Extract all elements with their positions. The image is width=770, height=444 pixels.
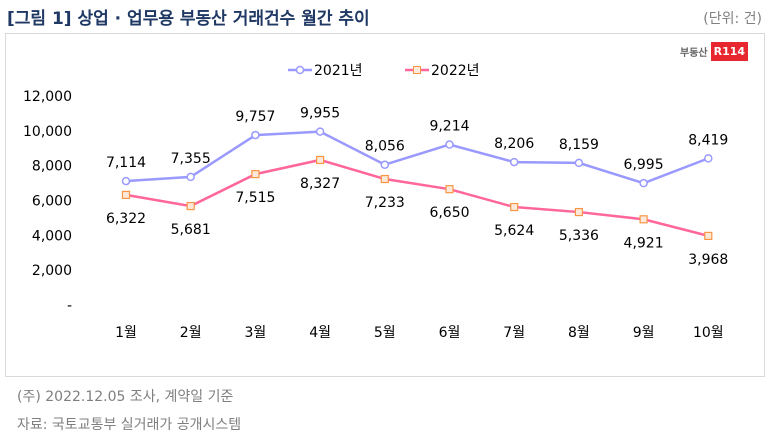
unit-label: (단위: 건) — [703, 11, 762, 27]
data-label: 8,419 — [688, 132, 728, 148]
data-point — [574, 207, 584, 217]
data-label: 8,327 — [300, 176, 340, 192]
x-tick-label: 6월 — [439, 325, 461, 341]
data-label: 9,955 — [300, 106, 340, 122]
data-point — [121, 176, 131, 186]
data-point — [574, 158, 584, 168]
y-tick-label: 8,000 — [32, 159, 72, 175]
data-label: 5,624 — [494, 223, 534, 239]
legend-marker — [295, 65, 305, 75]
data-point — [639, 215, 648, 224]
data-point — [445, 185, 454, 194]
data-point — [380, 174, 389, 184]
x-tick-label: 3월 — [245, 325, 267, 341]
data-label: 5,681 — [171, 222, 211, 238]
data-label: 6,650 — [429, 205, 469, 221]
y-tick-label: 2,000 — [32, 263, 72, 279]
brand-text: 부동산 — [680, 48, 708, 59]
data-label: 9,214 — [429, 119, 469, 135]
x-tick-label: 1월 — [115, 325, 137, 341]
data-point — [251, 130, 260, 140]
x-tick-label: 8월 — [568, 325, 590, 341]
data-point — [704, 154, 713, 163]
data-point — [509, 157, 519, 167]
x-tick-label: 5월 — [374, 325, 396, 341]
y-tick-label: 12,000 — [23, 89, 72, 105]
y-tick-label: - — [67, 298, 72, 314]
data-label: 8,159 — [559, 137, 599, 153]
data-label: 3,968 — [688, 252, 728, 268]
x-tick-label: 4월 — [309, 325, 331, 341]
data-label: 6,322 — [106, 211, 146, 227]
data-label: 7,355 — [171, 151, 211, 167]
chart-frame — [5, 33, 765, 377]
data-label: 7,233 — [365, 195, 405, 211]
data-point — [704, 231, 713, 240]
series-line-2022년 — [125, 158, 709, 238]
data-point — [510, 202, 519, 212]
legend-label: 2021년 — [314, 63, 363, 79]
data-point — [251, 170, 260, 179]
data-label: 6,995 — [624, 157, 664, 173]
data-label: 8,206 — [494, 136, 534, 152]
x-tick-label: 10월 — [693, 325, 724, 341]
x-tick-label: 2월 — [180, 325, 202, 341]
data-label: 8,056 — [365, 139, 405, 155]
data-point — [380, 160, 390, 169]
data-point — [315, 127, 325, 136]
data-point — [121, 190, 131, 199]
y-tick-label: 6,000 — [32, 194, 72, 210]
data-point — [316, 155, 325, 165]
data-label: 7,515 — [235, 190, 275, 206]
brand-badge: R114 — [710, 42, 749, 61]
data-label: 7,114 — [106, 155, 146, 171]
data-point — [186, 201, 195, 211]
x-tick-label: 7월 — [503, 325, 525, 341]
data-point — [186, 172, 195, 182]
y-tick-label: 10,000 — [23, 124, 72, 140]
page-title: [그림 1] 상업 · 업무용 부동산 거래건수 월간 추이 — [7, 9, 370, 29]
legend-label: 2022년 — [431, 63, 480, 79]
footnote: (주) 2022.12.05 조사, 계약일 기준 — [17, 389, 234, 405]
data-label: 5,336 — [559, 228, 599, 244]
source-note: 자료: 국토교통부 실거래가 공개시스템 — [17, 417, 242, 433]
data-label: 4,921 — [624, 235, 664, 251]
legend-marker — [413, 66, 421, 74]
brand-logo: 부동산 R114 — [680, 42, 749, 61]
data-label: 9,757 — [235, 109, 275, 125]
x-tick-label: 9월 — [633, 325, 655, 341]
data-point — [639, 178, 648, 188]
series-line-2021년 — [125, 130, 709, 185]
y-tick-label: 4,000 — [32, 228, 72, 244]
data-point — [445, 140, 454, 149]
